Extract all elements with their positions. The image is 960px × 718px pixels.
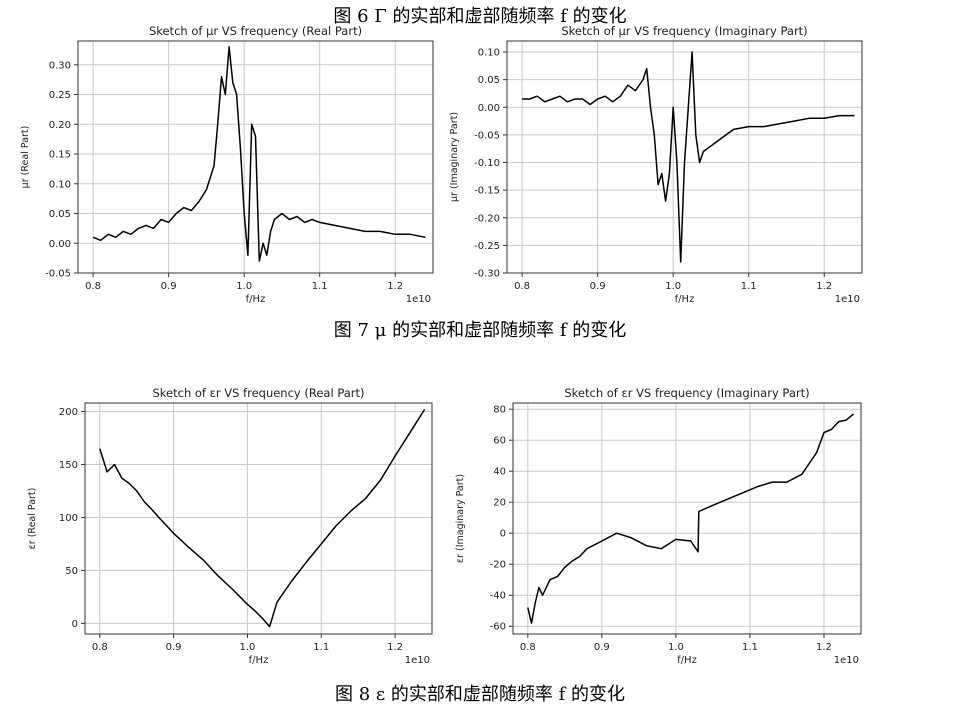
y-axis-label: μr (Real Part) [20,126,31,189]
plot-frame [84,402,433,635]
x-scale-label: 1e10 [406,294,431,305]
plot-frame [77,40,434,274]
y-tick-label: 0.20 [49,120,71,131]
x-axis-label: f/Hz [246,294,266,305]
chart-title: Sketch of εr VS frequency (Imaginary Par… [564,386,809,400]
y-tick-label: 0.05 [49,209,71,220]
x-axis-label: f/Hz [249,655,269,666]
figure6-caption: 图 6 Γ 的实部和虚部随频率 f 的变化 [333,6,627,27]
x-tick-label: 1.1 [312,281,328,292]
x-tick-label: 0.9 [594,642,610,653]
x-tick-label: 1.0 [239,642,255,653]
y-axis-label: εr (Imaginary Part) [455,474,466,563]
plot-frame [506,40,863,274]
x-tick-label: 0.8 [92,642,108,653]
y-tick-label: 80 [493,405,506,416]
y-axis-label: μr (Imaginary Part) [449,112,460,202]
x-tick-label: 1.2 [387,642,403,653]
chart-title: Sketch of μr VS frequency (Real Part) [149,24,362,38]
y-tick-label: 0.10 [49,179,71,190]
x-tick-label: 1.2 [816,281,832,292]
y-tick-label: -0.30 [474,269,500,280]
x-axis-label: f/Hz [675,294,695,305]
y-tick-label: 100 [59,513,78,524]
grid [85,403,432,634]
series-line [92,46,426,262]
x-tick-label: 0.9 [590,281,606,292]
y-tick-label: -40 [490,591,506,602]
chart-title: Sketch of μr VS frequency (Imaginary Par… [561,24,807,38]
x-axis-label: f/Hz [677,655,697,666]
y-tick-label: 50 [65,566,78,577]
y-tick-label: -20 [490,560,506,571]
chart-title: Sketch of εr VS frequency (Real Part) [152,386,364,400]
y-tick-label: -60 [490,622,506,633]
x-tick-label: 1.0 [665,281,681,292]
y-tick-label: 0.05 [478,75,500,86]
series-line [522,51,855,263]
series-line [527,413,855,624]
y-tick-label: 200 [59,407,78,418]
x-tick-label: 0.9 [161,281,177,292]
figure8-caption: 图 8 ε 的实部和虚部随频率 f 的变化 [334,684,626,705]
x-scale-label: 1e10 [405,655,430,666]
y-tick-label: 0.10 [478,48,500,59]
y-tick-label: -0.05 [474,130,500,141]
y-tick-label: 0.00 [478,103,500,114]
y-tick-label: -0.15 [474,186,500,197]
plot-frame [512,402,862,635]
y-tick-label: -0.25 [474,241,500,252]
figure7-caption: 图 7 μ 的实部和虚部随频率 f 的变化 [333,320,627,341]
y-tick-label: 0.00 [49,239,71,250]
y-tick-label: 150 [59,460,78,471]
y-tick-label: 40 [493,467,506,478]
x-scale-label: 1e10 [834,655,859,666]
y-tick-label: -0.20 [474,213,500,224]
x-tick-label: 1.0 [668,642,684,653]
y-tick-label: 60 [493,436,506,447]
y-tick-label: 0.30 [49,60,71,71]
x-scale-label: 1e10 [835,294,860,305]
y-tick-label: 0 [500,529,506,540]
y-tick-label: 20 [493,498,506,509]
x-tick-label: 1.2 [387,281,403,292]
x-tick-label: 0.8 [514,281,530,292]
x-tick-label: 0.8 [85,281,101,292]
y-tick-label: -0.05 [45,269,71,280]
grid [513,403,861,634]
x-tick-label: 1.1 [313,642,329,653]
x-tick-label: 1.1 [742,642,758,653]
y-axis-label: εr (Real Part) [27,488,38,550]
y-tick-label: 0.15 [49,150,71,161]
series-line [99,408,426,628]
x-tick-label: 0.8 [520,642,536,653]
x-tick-label: 1.2 [816,642,832,653]
x-tick-label: 1.1 [741,281,757,292]
y-tick-label: -0.10 [474,158,500,169]
x-tick-label: 0.9 [166,642,182,653]
y-tick-label: 0 [72,619,78,630]
y-tick-label: 0.25 [49,90,71,101]
x-tick-label: 1.0 [236,281,252,292]
